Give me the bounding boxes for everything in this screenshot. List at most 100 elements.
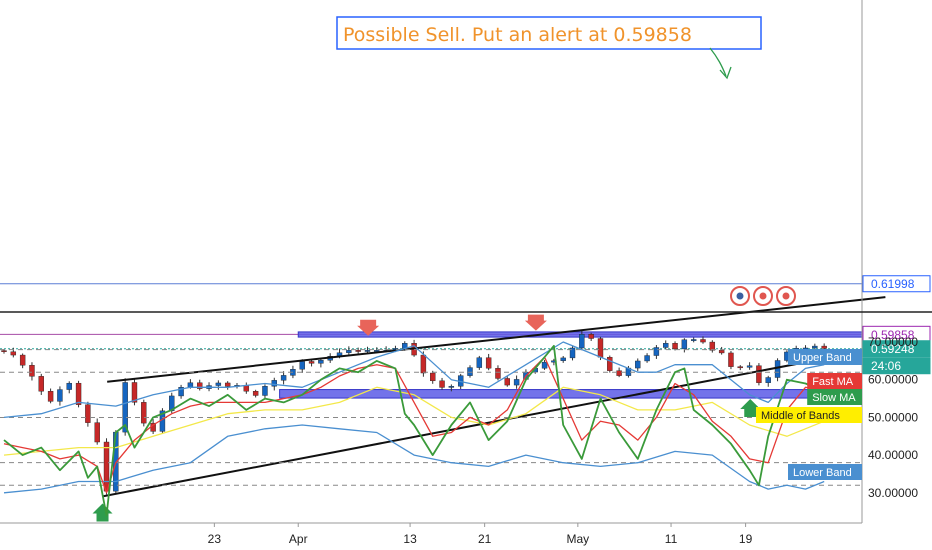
- candle: [747, 366, 752, 368]
- series-label-text: Slow MA: [812, 392, 856, 404]
- candle: [673, 343, 678, 349]
- candle: [39, 376, 44, 391]
- series-label: Fast MA: [807, 373, 862, 389]
- candle: [449, 386, 454, 387]
- price-label-text: 0.61998: [871, 277, 915, 291]
- series-label: Upper Band: [788, 349, 862, 365]
- candle: [346, 350, 351, 352]
- candle: [505, 378, 510, 385]
- candle: [356, 350, 361, 351]
- candle: [579, 334, 584, 348]
- candle: [766, 378, 771, 383]
- candle: [104, 442, 109, 491]
- time-tick-label: 23: [208, 532, 222, 546]
- candle: [645, 356, 650, 361]
- time-tick-label: May: [567, 532, 590, 546]
- annotation-arrowhead: [720, 67, 731, 78]
- candle: [728, 353, 733, 367]
- indicator-tick-label: 60.00000: [868, 373, 918, 387]
- candle: [542, 362, 547, 368]
- time-tick-label: 19: [739, 532, 753, 546]
- candle: [430, 373, 435, 381]
- time-tick-label: 11: [665, 532, 678, 546]
- time-tick-label: Apr: [289, 532, 308, 546]
- candle: [477, 358, 482, 368]
- candle: [775, 360, 780, 377]
- candle: [67, 383, 72, 389]
- candle: [57, 390, 62, 402]
- candle: [272, 380, 277, 386]
- candle: [468, 368, 473, 376]
- candle: [95, 423, 100, 442]
- candle: [188, 383, 193, 387]
- candle: [29, 365, 34, 376]
- candle: [607, 357, 612, 370]
- candle: [561, 358, 566, 361]
- annotation-text: Possible Sell. Put an alert at 0.59858: [343, 24, 692, 46]
- sell-annotation[interactable]: Possible Sell. Put an alert at 0.59858: [337, 17, 761, 78]
- candle: [216, 383, 221, 386]
- series-line-rsi: [4, 346, 824, 516]
- candle: [76, 383, 81, 405]
- series-label-text: Fast MA: [812, 376, 854, 388]
- candle: [309, 361, 314, 363]
- candle: [281, 375, 286, 380]
- candle: [682, 340, 687, 349]
- candle: [421, 355, 426, 373]
- indicator-tick-label: 40.00000: [868, 448, 918, 462]
- series-label: Lower Band: [788, 464, 862, 480]
- series-label: Slow MA: [807, 389, 862, 405]
- price-label: 0.61998: [863, 276, 930, 292]
- event-icon-dot: [737, 293, 744, 300]
- candle: [495, 368, 500, 378]
- candle: [635, 361, 640, 368]
- series-line-lower: [4, 425, 824, 493]
- candle: [440, 381, 445, 388]
- candle: [262, 386, 267, 395]
- annotation-arrow-line: [710, 48, 726, 76]
- indicator-tick-label: 30.00000: [868, 486, 918, 500]
- price-label: 24:06: [863, 358, 930, 374]
- candle: [20, 355, 25, 365]
- candle: [701, 339, 706, 342]
- series-label-text: Lower Band: [793, 467, 852, 479]
- candle: [617, 371, 622, 376]
- candle: [85, 405, 90, 423]
- candle: [300, 361, 305, 369]
- candle: [141, 402, 146, 423]
- candle: [514, 379, 519, 385]
- indicator-tick-label: 50.00000: [868, 410, 918, 424]
- candle: [719, 350, 724, 353]
- series-label-text: Middle of Bands: [761, 410, 840, 422]
- candle: [812, 346, 817, 348]
- candle: [2, 351, 7, 352]
- candle: [318, 360, 323, 363]
- event-icon-dot: [783, 293, 790, 300]
- indicator-tick-label: 70.00000: [868, 335, 918, 349]
- candle: [48, 391, 53, 401]
- time-tick-label: 21: [478, 532, 492, 546]
- candle: [756, 366, 761, 383]
- price-label-text: 24:06: [871, 359, 901, 373]
- candle: [598, 339, 603, 358]
- candle: [654, 348, 659, 356]
- candle: [691, 339, 696, 340]
- candle: [803, 348, 808, 349]
- event-icon-dot: [760, 293, 767, 300]
- indicator-panel: [0, 342, 862, 516]
- candle: [663, 343, 668, 347]
- candle: [365, 350, 370, 351]
- candle: [822, 346, 827, 348]
- candle: [589, 334, 594, 338]
- time-tick-label: 13: [403, 532, 417, 546]
- sell-arrow: [525, 315, 547, 331]
- candle: [225, 383, 230, 386]
- candle: [11, 352, 16, 355]
- candle: [486, 358, 491, 369]
- candle: [253, 391, 258, 395]
- candle: [738, 367, 743, 368]
- buy-arrow: [93, 503, 113, 521]
- event-icons[interactable]: [731, 287, 795, 305]
- series-label: Middle of Bands: [756, 407, 862, 423]
